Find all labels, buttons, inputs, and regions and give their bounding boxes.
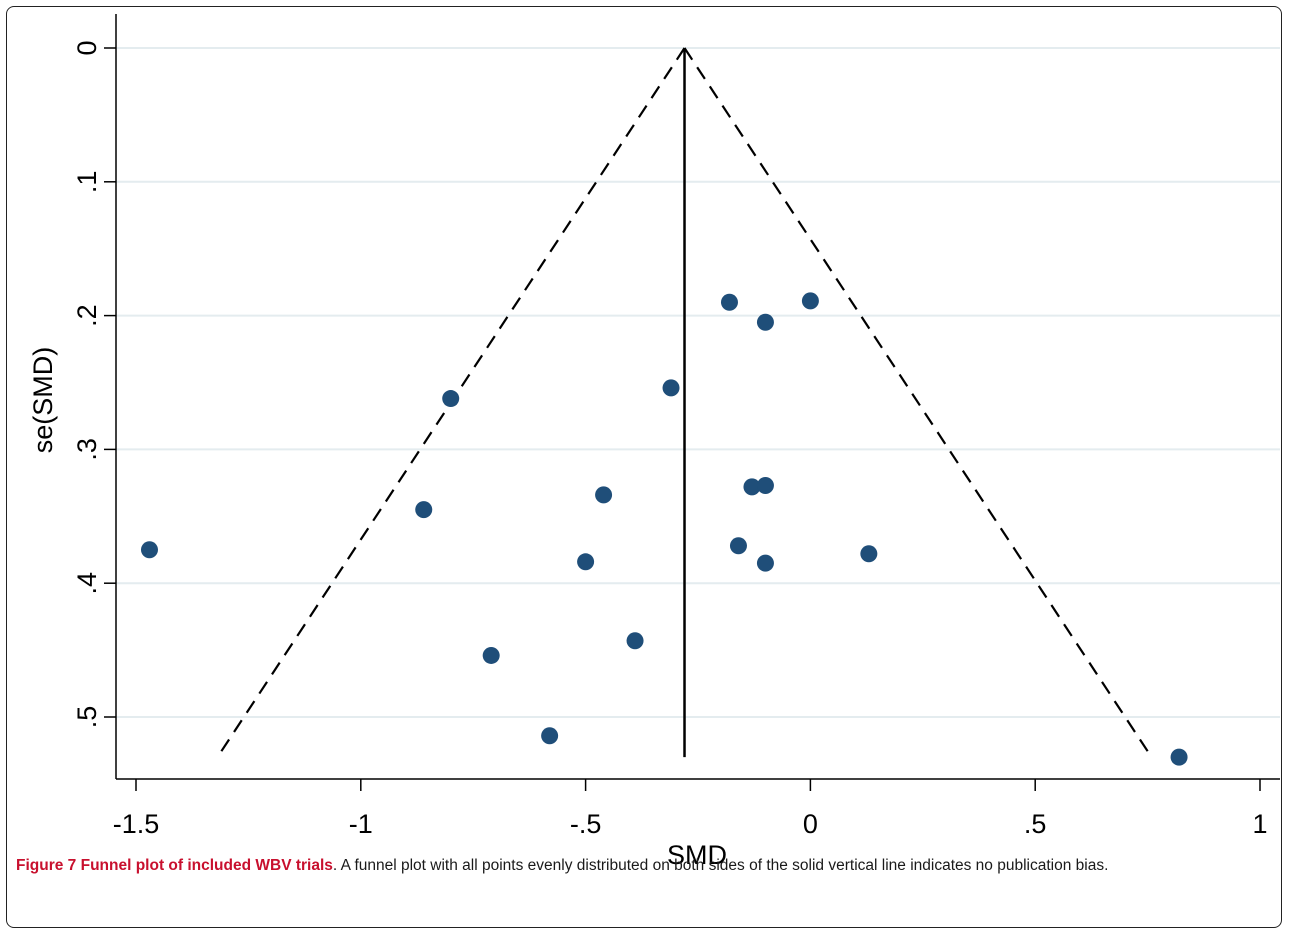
funnel-lines	[216, 47, 1153, 758]
x-tick-label-1: -1	[349, 809, 373, 839]
data-point-11	[756, 313, 774, 331]
x-axis-ticks: -1.5 -1 -.5 0 .5 1	[113, 779, 1268, 839]
data-point-13	[756, 477, 774, 495]
data-point-4	[577, 553, 595, 571]
data-point-7	[626, 632, 644, 650]
grid-lines	[116, 47, 1280, 718]
caption-label: Figure 7 Funnel plot of included WBV tri…	[16, 857, 333, 874]
data-point-12	[743, 478, 761, 496]
data-point-17	[1170, 748, 1188, 766]
funnel-right-line	[683, 47, 1153, 758]
data-point-2	[415, 501, 433, 519]
x-tick-label-3: 0	[803, 809, 818, 839]
data-point-16	[860, 545, 878, 563]
data-point-0	[140, 541, 158, 559]
data-point-1	[442, 390, 460, 408]
y-tick-label-5: .5	[72, 706, 102, 729]
data-point-5	[482, 646, 500, 664]
data-point-8	[662, 379, 680, 397]
data-points	[140, 292, 1188, 766]
data-point-3	[595, 486, 613, 504]
caption-text: . A funnel plot with all points evenly d…	[332, 857, 1109, 874]
x-axis-title: SMD	[667, 840, 727, 870]
data-point-15	[756, 554, 774, 572]
data-point-6	[541, 727, 559, 745]
y-tick-label-1: .1	[72, 171, 102, 194]
y-tick-label-0: 0	[72, 40, 102, 55]
x-tick-label-0: -1.5	[113, 809, 160, 839]
y-tick-label-4: .4	[72, 572, 102, 595]
data-point-9	[720, 293, 738, 311]
y-axis-ticks: 0 .1 .2 .3 .4 .5	[72, 40, 116, 728]
x-tick-label-2: -.5	[570, 809, 602, 839]
x-tick-label-5: 1	[1252, 809, 1267, 839]
y-tick-label-3: .3	[72, 438, 102, 461]
data-point-14	[729, 537, 747, 555]
y-tick-label-2: .2	[72, 304, 102, 327]
y-axis-title: se(SMD)	[28, 347, 58, 454]
data-point-10	[801, 292, 819, 310]
x-tick-label-4: .5	[1024, 809, 1047, 839]
figure-frame	[6, 6, 1282, 928]
figure-caption: Figure 7 Funnel plot of included WBV tri…	[16, 855, 1278, 876]
axes	[115, 14, 1280, 780]
